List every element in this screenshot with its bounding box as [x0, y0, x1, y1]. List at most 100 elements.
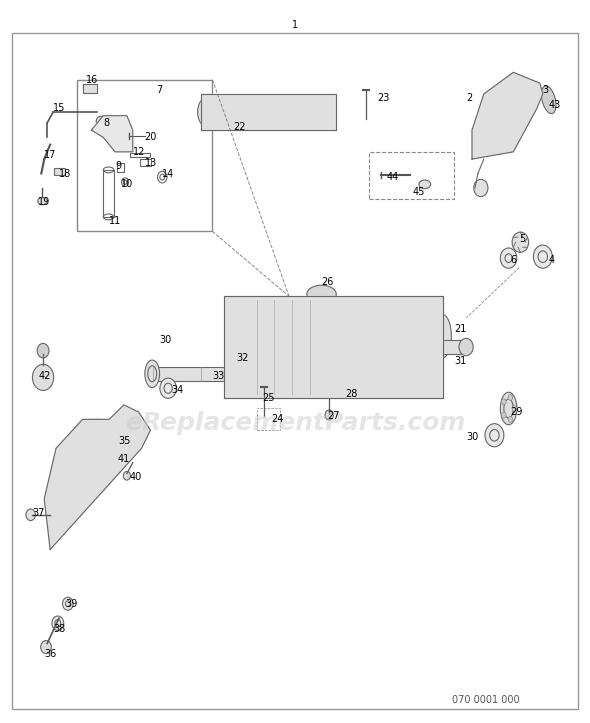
Polygon shape	[472, 72, 543, 159]
Polygon shape	[91, 116, 133, 152]
Polygon shape	[44, 405, 150, 549]
Text: 5: 5	[519, 234, 526, 244]
Circle shape	[325, 410, 333, 420]
Bar	[117, 163, 124, 172]
Ellipse shape	[320, 99, 335, 125]
Circle shape	[63, 597, 73, 610]
Bar	[442, 340, 466, 354]
Circle shape	[533, 245, 552, 268]
Text: 43: 43	[549, 100, 561, 110]
Text: 10: 10	[121, 179, 133, 189]
Bar	[257, 408, 280, 430]
Bar	[148, 367, 224, 381]
Ellipse shape	[38, 197, 47, 205]
Text: 42: 42	[38, 371, 51, 381]
Text: 41: 41	[118, 454, 130, 464]
Circle shape	[508, 416, 513, 422]
Circle shape	[225, 361, 247, 387]
Circle shape	[301, 307, 366, 387]
Circle shape	[26, 509, 35, 521]
Circle shape	[160, 378, 176, 398]
Circle shape	[316, 325, 351, 369]
Circle shape	[338, 385, 349, 398]
Text: 31: 31	[454, 356, 467, 367]
Circle shape	[88, 430, 106, 452]
Text: 29: 29	[510, 407, 523, 417]
Text: 7: 7	[156, 85, 163, 95]
Text: 23: 23	[378, 93, 390, 103]
Text: 40: 40	[130, 472, 142, 482]
Text: 33: 33	[212, 371, 225, 381]
Bar	[83, 84, 97, 93]
Text: 3: 3	[543, 85, 549, 95]
Text: 21: 21	[454, 324, 467, 334]
Text: 27: 27	[327, 411, 340, 421]
Text: 38: 38	[53, 624, 65, 634]
Bar	[77, 80, 212, 231]
Polygon shape	[224, 296, 442, 398]
Text: 6: 6	[510, 255, 516, 265]
Ellipse shape	[307, 285, 336, 304]
Text: 22: 22	[233, 121, 245, 132]
Text: 24: 24	[271, 414, 284, 424]
Bar	[103, 170, 114, 217]
Text: 35: 35	[118, 436, 130, 446]
Text: 18: 18	[59, 168, 71, 179]
Ellipse shape	[116, 457, 126, 466]
Ellipse shape	[105, 432, 117, 453]
Text: eReplacementParts.com: eReplacementParts.com	[125, 411, 465, 435]
Text: 36: 36	[44, 649, 57, 659]
Text: 32: 32	[236, 353, 248, 363]
Circle shape	[512, 406, 517, 411]
Circle shape	[502, 412, 506, 418]
Text: 25: 25	[263, 393, 275, 403]
Text: 1: 1	[292, 20, 298, 30]
Circle shape	[500, 248, 517, 268]
Bar	[130, 153, 150, 157]
Text: 8: 8	[103, 118, 109, 128]
Text: 28: 28	[345, 389, 358, 399]
Text: 37: 37	[32, 508, 45, 518]
Text: 12: 12	[133, 147, 145, 157]
Bar	[54, 168, 65, 175]
Circle shape	[459, 338, 473, 356]
Text: 34: 34	[171, 385, 183, 395]
Text: 26: 26	[322, 277, 334, 287]
Circle shape	[326, 338, 340, 356]
Ellipse shape	[542, 86, 556, 114]
Text: 44: 44	[386, 172, 399, 182]
Text: 15: 15	[53, 103, 65, 114]
Text: 4: 4	[549, 255, 555, 265]
Circle shape	[474, 179, 488, 197]
Text: 13: 13	[145, 158, 157, 168]
Text: 20: 20	[145, 132, 157, 142]
Text: 30: 30	[466, 432, 478, 442]
Text: 11: 11	[109, 215, 122, 226]
Circle shape	[508, 395, 513, 401]
Circle shape	[485, 424, 504, 447]
Ellipse shape	[198, 98, 215, 127]
Circle shape	[32, 364, 54, 390]
Circle shape	[80, 419, 115, 463]
Circle shape	[502, 399, 506, 405]
Text: 14: 14	[162, 168, 175, 179]
Text: 19: 19	[38, 197, 51, 208]
Text: 45: 45	[413, 187, 425, 197]
Text: 16: 16	[86, 74, 98, 85]
Text: 30: 30	[159, 335, 172, 345]
Circle shape	[52, 616, 64, 630]
Ellipse shape	[434, 315, 451, 358]
Polygon shape	[201, 94, 336, 130]
Circle shape	[37, 343, 49, 358]
Bar	[140, 159, 151, 166]
Circle shape	[41, 641, 51, 654]
Circle shape	[96, 116, 104, 127]
Text: 17: 17	[44, 150, 57, 161]
Circle shape	[123, 471, 130, 480]
Circle shape	[512, 232, 529, 252]
Ellipse shape	[419, 180, 431, 189]
Text: 9: 9	[115, 161, 121, 171]
Text: 070 0001 000: 070 0001 000	[451, 695, 519, 705]
Ellipse shape	[263, 103, 274, 121]
Ellipse shape	[145, 360, 159, 388]
